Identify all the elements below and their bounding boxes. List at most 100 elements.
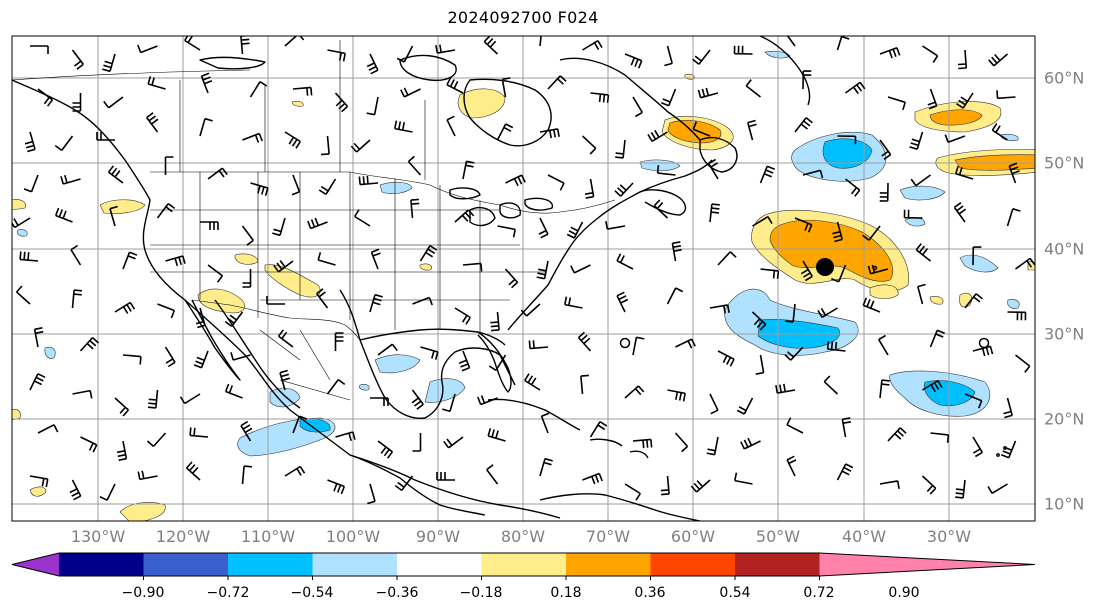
political-borders [12, 40, 616, 401]
colorbar-tick-label: 0.36 [634, 585, 666, 601]
lon-label-110w: 110°W [240, 527, 296, 546]
wind-barb [442, 393, 456, 413]
wind-barb [1003, 397, 1013, 419]
wind-barb [497, 225, 516, 238]
wind-barb [116, 440, 128, 461]
lon-label-90w: 90°W [415, 527, 461, 546]
wind-barb [241, 465, 253, 485]
lat-label-50n: 50°N [1044, 153, 1085, 173]
wind-barb [327, 479, 346, 495]
wind-barb [539, 36, 542, 47]
lon-label-60w: 60°W [670, 527, 716, 546]
wind-barb [496, 123, 514, 141]
wind-barb [955, 165, 974, 180]
wind-barb [972, 436, 983, 458]
wind-barb [736, 397, 754, 415]
wind-barb [186, 461, 201, 481]
wind-barb [164, 346, 176, 368]
wind-barb [879, 480, 900, 489]
wind-barb [366, 53, 379, 75]
wind-barb [953, 202, 967, 223]
wind-barb [580, 374, 589, 395]
colorbar-segment [59, 553, 144, 576]
wind-barb [419, 245, 438, 262]
wind-barb [647, 129, 668, 142]
wind-barb [396, 45, 414, 63]
map-frame [11, 35, 1036, 522]
wind-barb [786, 417, 804, 434]
wind-barb [879, 379, 890, 399]
wind-barb [71, 289, 83, 309]
wind-barb [733, 45, 753, 55]
wind-barb [400, 87, 421, 98]
wind-barb [412, 296, 433, 306]
wind-barb [624, 385, 645, 399]
wind-barb [504, 268, 519, 289]
wind-barb [224, 311, 244, 328]
wind-barb [292, 415, 308, 434]
wind-barb [249, 81, 268, 98]
wind-barb [146, 432, 167, 447]
wind-barb [114, 301, 136, 314]
wind-barb [826, 341, 846, 352]
colorbar-tick-label: −0.18 [459, 585, 503, 601]
wind-barb [862, 297, 881, 313]
wind-barb [528, 340, 549, 350]
wind-barb [909, 131, 924, 150]
wind-barb [435, 44, 456, 54]
colorbar-segment [650, 553, 736, 576]
open-circle-marker [978, 337, 990, 349]
colorbar-tick-label: −0.72 [206, 585, 250, 601]
wind-barb [784, 346, 804, 361]
wind-barb [179, 393, 201, 405]
wind-barb [24, 131, 36, 153]
wind-barb [156, 202, 176, 219]
wind-barb [584, 178, 595, 199]
wind-barb [692, 49, 711, 65]
lon-label-50w: 50°W [755, 527, 801, 546]
wind-barb [921, 475, 937, 495]
wind-barb [29, 475, 49, 488]
colorbar-segment [228, 553, 313, 576]
wind-barb [250, 182, 269, 196]
wind-barb [102, 53, 116, 73]
wind-barb [817, 307, 838, 318]
wind-barb [16, 285, 31, 305]
wind-barb [752, 216, 773, 227]
wind-barb [740, 437, 761, 450]
lat-label-60n: 60°N [1044, 68, 1085, 88]
wind-barb [775, 383, 796, 394]
wind-barb [887, 427, 907, 442]
wind-barb [540, 412, 550, 434]
wind-barb [706, 436, 719, 456]
wind-barb [358, 175, 379, 186]
wind-barb [653, 199, 669, 219]
colorbar-segment [143, 553, 229, 576]
wind-barb [664, 45, 673, 67]
lon-label-80w: 80°W [500, 527, 546, 546]
wind-barb [581, 135, 597, 155]
wind-barb [99, 483, 116, 501]
wind-barb [922, 45, 939, 63]
wind-barb [307, 217, 328, 230]
wind-barb [326, 378, 346, 395]
wind-barb [616, 291, 629, 313]
wind-barb [570, 264, 591, 274]
wind-barb [690, 479, 711, 493]
wind-barb [189, 427, 209, 438]
wind-barb [410, 198, 420, 219]
colorbar-tick-label: 0.90 [888, 585, 920, 601]
wind-barb [490, 311, 500, 332]
wind-barb [564, 296, 583, 309]
wind-barb [887, 96, 906, 111]
wind-barb [802, 70, 812, 90]
lat-label-40n: 40°N [1044, 239, 1085, 259]
wind-barb [54, 207, 73, 223]
wind-barb [224, 383, 243, 399]
wind-barb [207, 264, 224, 283]
wind-barb [524, 373, 541, 391]
wind-barb [823, 375, 839, 395]
wind-barb [291, 174, 301, 196]
wind-barb [199, 117, 213, 137]
